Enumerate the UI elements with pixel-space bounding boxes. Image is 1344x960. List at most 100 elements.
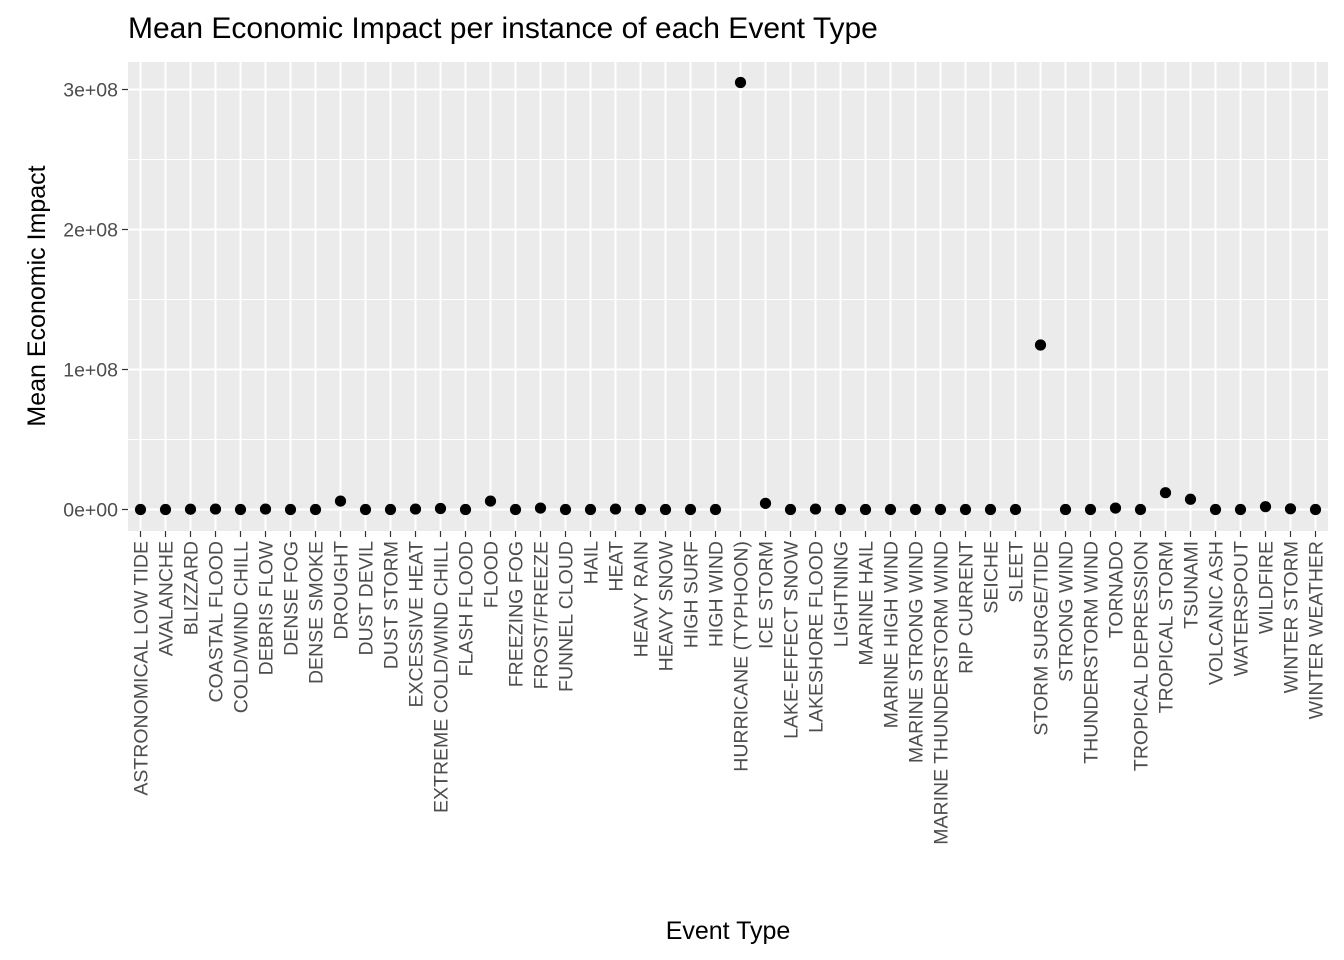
x-tick-label: TSUNAMI xyxy=(1181,541,1203,629)
x-tick-label: VOLCANIC ASH xyxy=(1206,541,1228,685)
x-tick-label: FREEZING FOG xyxy=(506,541,528,687)
x-tick-label: WATERSPOUT xyxy=(1231,541,1253,677)
data-point xyxy=(709,503,722,516)
x-tick-label: MARINE THUNDERSTORM WIND xyxy=(931,541,953,845)
data-point xyxy=(1084,503,1097,516)
minor-gridlines xyxy=(128,159,1328,440)
data-point xyxy=(734,76,747,89)
x-tick-label: COLD/WIND CHILL xyxy=(231,541,253,713)
data-point xyxy=(609,503,622,515)
data-point xyxy=(1309,503,1322,516)
x-axis: ASTRONOMICAL LOW TIDE AVALANCHE BLIZZARD CO… xyxy=(131,531,1328,845)
x-tick-label: FLOOD xyxy=(481,541,503,608)
x-tick-label: FLASH FLOOD xyxy=(456,541,478,676)
data-point xyxy=(359,503,372,516)
data-point xyxy=(234,503,247,516)
x-tick-label: MARINE HAIL xyxy=(856,541,878,666)
x-tick-label: DUST STORM xyxy=(381,541,403,669)
x-tick-label: HEAVY RAIN xyxy=(631,541,653,657)
x-tick-label: HAIL xyxy=(581,541,603,585)
data-point xyxy=(984,503,997,516)
data-point xyxy=(509,503,522,516)
data-point xyxy=(1009,503,1022,516)
data-point xyxy=(334,495,347,507)
x-tick-label: AVALANCHE xyxy=(156,541,178,656)
x-tick-label: ICE STORM xyxy=(756,541,778,649)
major-gridlines xyxy=(128,62,1328,531)
data-point xyxy=(584,503,597,516)
data-point xyxy=(184,503,197,515)
x-tick-label: EXCESSIVE HEAT xyxy=(406,541,428,708)
data-point xyxy=(1059,503,1072,516)
x-tick-label: TROPICAL STORM xyxy=(1156,541,1178,713)
x-tick-label: HEAT xyxy=(606,541,628,592)
chart-title: Mean Economic Impact per instance of eac… xyxy=(128,12,878,45)
data-point xyxy=(909,503,922,516)
data-point xyxy=(484,495,497,507)
y-tick-label: 3e+08 xyxy=(63,80,118,102)
data-point xyxy=(784,503,797,516)
x-tick-label: TROPICAL DEPRESSION xyxy=(1131,541,1153,771)
x-tick-label: COASTAL FLOOD xyxy=(206,541,228,702)
data-point xyxy=(759,497,772,509)
data-point xyxy=(534,502,547,514)
data-point xyxy=(459,503,472,516)
data-point xyxy=(884,503,897,516)
data-points xyxy=(134,76,1322,516)
x-tick-label: DEBRIS FLOW xyxy=(256,540,278,675)
data-point xyxy=(1209,503,1222,516)
data-point xyxy=(384,503,397,516)
x-tick-label: DENSE SMOKE xyxy=(306,541,328,684)
x-axis-title: Event Type xyxy=(666,917,791,945)
data-point xyxy=(659,503,672,516)
data-point xyxy=(309,503,322,516)
x-tick-label: HURRICANE (TYPHOON) xyxy=(731,541,753,772)
x-tick-label: HIGH SURF xyxy=(681,541,703,648)
y-tick-label: 0e+00 xyxy=(63,500,118,522)
data-point xyxy=(434,502,447,515)
x-tick-label: THUNDERSTORM WIND xyxy=(1081,541,1103,764)
data-point xyxy=(934,503,947,516)
x-tick-label: DENSE FOG xyxy=(281,541,303,656)
x-tick-label: TORNADO xyxy=(1106,541,1128,638)
x-tick-label: WINTER WEATHER xyxy=(1306,541,1328,719)
x-tick-label: SEICHE xyxy=(981,541,1003,614)
y-axis-title: Mean Economic Impact xyxy=(23,165,51,426)
x-tick-label: BLIZZARD xyxy=(181,541,203,635)
x-tick-label: LAKESHORE FLOOD xyxy=(806,541,828,733)
data-point xyxy=(159,503,172,516)
data-point xyxy=(684,503,697,516)
data-point xyxy=(1034,339,1047,351)
data-point xyxy=(134,503,147,516)
x-tick-label: LIGHTNING xyxy=(831,541,853,647)
data-point xyxy=(834,503,847,516)
x-tick-label: STRONG WIND xyxy=(1056,541,1078,682)
x-tick-label: RIP CURRENT xyxy=(956,541,978,674)
data-point xyxy=(409,503,422,515)
data-point xyxy=(559,503,572,516)
x-tick-label: HEAVY SNOW xyxy=(656,540,678,671)
data-point xyxy=(959,503,972,516)
data-point xyxy=(259,503,272,515)
x-tick-label: ASTRONOMICAL LOW TIDE xyxy=(131,541,153,796)
data-point xyxy=(809,503,822,515)
data-point xyxy=(1234,503,1247,516)
data-point xyxy=(1184,493,1197,505)
y-tick-label: 2e+08 xyxy=(63,220,118,242)
plot-panel xyxy=(128,62,1328,531)
y-tick-label: 1e+08 xyxy=(63,360,118,382)
data-point xyxy=(1284,503,1297,515)
data-point xyxy=(634,503,647,516)
x-tick-label: MARINE HIGH WIND xyxy=(881,541,903,728)
data-point xyxy=(859,503,872,516)
x-tick-label: STORM SURGE/TIDE xyxy=(1031,541,1053,736)
x-tick-label: DUST DEVIL xyxy=(356,541,378,656)
x-tick-label: WILDFIRE xyxy=(1256,541,1278,634)
x-tick-label: LAKE-EFFECT SNOW xyxy=(781,540,803,739)
x-tick-label: SLEET xyxy=(1006,541,1028,603)
x-tick-label: FUNNEL CLOUD xyxy=(556,541,578,692)
data-point xyxy=(209,503,222,515)
data-point xyxy=(284,503,297,516)
data-point xyxy=(1134,503,1147,516)
